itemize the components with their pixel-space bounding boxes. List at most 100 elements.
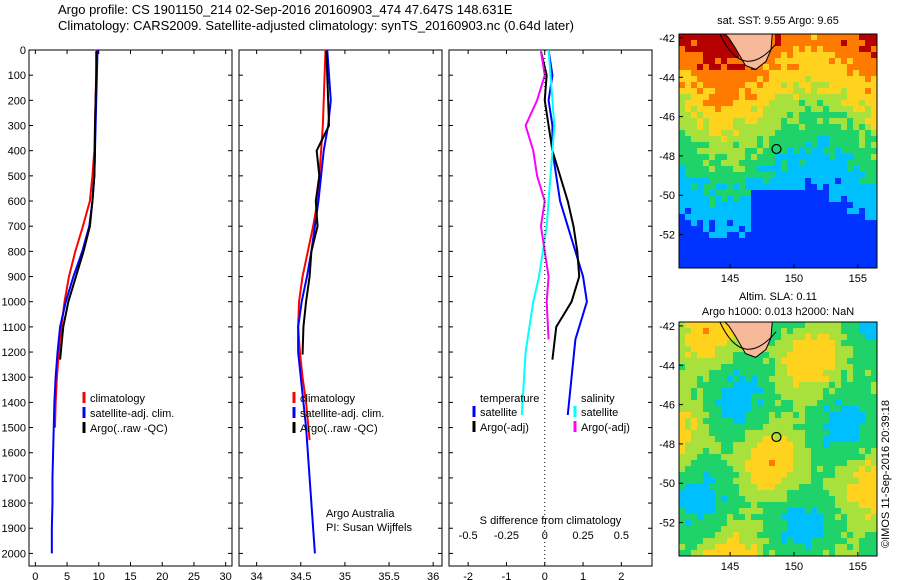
sst_map-cell [835,106,841,112]
sst_map-cell [793,154,799,160]
sst_map-cell [715,166,721,172]
sla_map-cell [709,328,715,334]
sst_map-cell [685,58,691,64]
sst_map-cell [793,100,799,106]
sst_map-cell [829,52,835,58]
sst_map-cell [805,214,811,220]
sst_map-cell [859,88,865,94]
sst_map-cell [715,106,721,112]
sla_map-cell [817,394,823,400]
sla_map-cell [745,424,751,430]
sst_map-cell [757,238,763,244]
sla_map-cell [745,478,751,484]
sla_map-cell [817,340,823,346]
sla_map-cell [841,490,847,496]
temperature-legend-label: satellite-adj. clim. [90,408,174,420]
sla_map-cell [829,322,835,328]
sst_map-cell [829,88,835,94]
sst_map-cell [679,58,685,64]
sst_map-cell [745,202,751,208]
sla_map-cell [823,508,829,514]
sla_map-cell [823,520,829,526]
sla_map-cell [733,424,739,430]
sla_map-cell [835,358,841,364]
sst_map-cell [859,136,865,142]
sst_map-cell [775,184,781,190]
sst_map-cell [685,166,691,172]
sst_map-cell [727,64,733,70]
sla_map-cell [817,364,823,370]
sla_map-cell [685,322,691,328]
sla_map-cell [727,340,733,346]
sla_map-cell [799,442,805,448]
sla_map-cell [841,346,847,352]
sla_map-cell [727,382,733,388]
sst_map-cell [871,40,877,46]
sst_map-cell [835,220,841,226]
sla_map-cell [829,430,835,436]
sla_map-cell [697,448,703,454]
sla_map-cell [817,382,823,388]
sla_map-cell [769,544,775,550]
sst_map-cell [691,148,697,154]
sst_map-cell [811,130,817,136]
sla_map-cell [865,382,871,388]
sst_map-cell [679,250,685,256]
sla_map-cell [727,448,733,454]
sla_map-cell [727,352,733,358]
sla_map-cell [847,322,853,328]
sst_map-cell [817,124,823,130]
sst_map-cell [721,238,727,244]
sst_map-cell [841,190,847,196]
sst_map-cell [679,262,685,268]
sla_map-cell [757,418,763,424]
sla_map-cell [799,394,805,400]
sst_map-cell [703,118,709,124]
sst_map-cell [703,184,709,190]
sst_map-cell [865,244,871,250]
sla_map-cell [757,520,763,526]
sla_map-cell [691,394,697,400]
sla_map-cell [829,508,835,514]
sla_map-cell [727,346,733,352]
sst_map-cell [859,130,865,136]
sst_map-cell [871,70,877,76]
sst_map-cell [775,106,781,112]
sla_map-cell [733,346,739,352]
sla_map-cell [841,448,847,454]
sst_map-cell [733,94,739,100]
sla_map-cell [739,352,745,358]
sst_map-cell [733,196,739,202]
sst_map-cell [721,58,727,64]
sla_map-cell [679,322,685,328]
sla_map-cell [691,424,697,430]
sla_map-cell [679,490,685,496]
sst_map-cell [823,148,829,154]
sla_map-cell [805,370,811,376]
sst_map-cell [727,52,733,58]
sla_map-cell [703,328,709,334]
sla_map-cell [793,508,799,514]
sst_map-cell [823,244,829,250]
sla_map-cell [865,394,871,400]
sst_map-cell [727,118,733,124]
sla_map-cell [775,436,781,442]
sst_map-cell [835,88,841,94]
sla_map-cell [721,376,727,382]
sla_map-cell [715,448,721,454]
sla_map-cell [721,502,727,508]
sst_map-cell [847,256,853,262]
sla_map-cell [787,436,793,442]
sst_map-cell [745,118,751,124]
sst_map-cell [745,232,751,238]
sst_map-cell [811,154,817,160]
sst_map-cell [739,70,745,76]
sst_map-cell [793,166,799,172]
sla_map-cell [697,520,703,526]
sst_map-cell [679,106,685,112]
sst_map-cell [727,220,733,226]
sla_map-cell [715,340,721,346]
sla_map-cell [781,346,787,352]
sst_map-cell [799,214,805,220]
sla_map-cell [751,478,757,484]
